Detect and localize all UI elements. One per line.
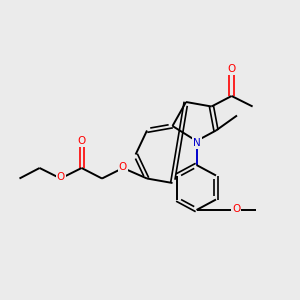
Text: O: O [56,172,65,182]
Text: O: O [77,136,86,146]
Text: O: O [227,64,236,74]
Text: O: O [119,162,127,172]
Text: O: O [232,204,240,214]
Text: N: N [193,138,201,148]
